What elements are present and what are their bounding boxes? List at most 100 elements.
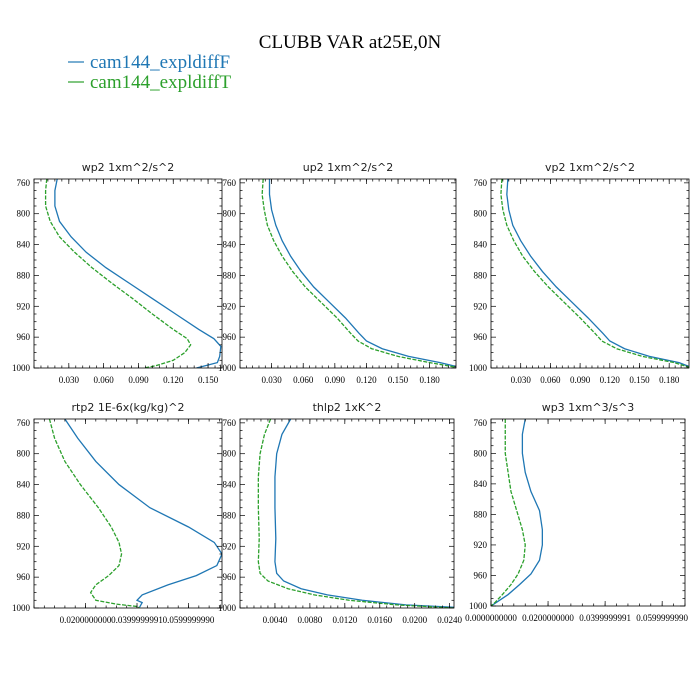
panel-1-ytick-3: 840 — [17, 240, 31, 250]
panel-1-ytick-4: 880 — [17, 270, 31, 280]
panel-2-ytick-4: 880 — [223, 270, 237, 280]
panel-6-ytick-3: 840 — [474, 479, 488, 489]
panel-title-2: up2 1xm^2/s^2 — [303, 161, 394, 174]
panel-3-ytick-4: 880 — [474, 270, 488, 280]
panel-2-xtick-2: 0.060 — [293, 375, 314, 385]
figure-title: CLUBB VAR at25E,0N — [259, 32, 442, 53]
panel-2-series-2 — [261, 179, 456, 368]
panel-6-ytick-7: 1000 — [469, 601, 488, 611]
panel-3: vp2 1xm^2/s^2 760 800 840 880 920 960 1000 0.030… — [469, 161, 690, 385]
panel-1-xtick-5: 0.150 — [198, 375, 219, 385]
panel-6-ytick-5: 920 — [474, 540, 488, 550]
panel-1-ytick-2: 800 — [17, 209, 31, 219]
panel-5-xtick-1: 0.0040 — [263, 615, 288, 625]
panel-frame-3 — [490, 178, 690, 369]
panel-1-series-2 — [44, 179, 192, 368]
panel-1-xtick-2: 0.060 — [94, 375, 115, 385]
panel-1-ytick-7: 1000 — [12, 363, 31, 373]
panel-2-series-1 — [268, 179, 456, 368]
panel-4-series-2 — [48, 419, 140, 608]
panel-5-xtick-6: 0.0240 — [437, 615, 462, 625]
panel-3-xtick-6: 0.180 — [659, 375, 680, 385]
panel-3-ytick-1: 760 — [474, 178, 488, 188]
panel-2-ytick-2: 800 — [223, 209, 237, 219]
panel-5-series-1 — [274, 419, 454, 608]
panel-3-xtick-5: 0.150 — [629, 375, 650, 385]
panel-4-ytick-1: 760 — [17, 418, 31, 428]
panel-5-ytick-7: 1000 — [218, 603, 237, 613]
panel-4-ytick-2: 800 — [17, 449, 31, 459]
panel-2-ytick-1: 760 — [223, 178, 237, 188]
panel-6-ytick-6: 960 — [474, 570, 488, 580]
panel-6-series-1 — [491, 419, 543, 606]
panel-5-ytick-1: 760 — [223, 418, 237, 428]
panel-5-xtick-3: 0.0120 — [332, 615, 357, 625]
panel-title-1: wp2 1xm^2/s^2 — [82, 161, 175, 174]
panel-6-series-2 — [491, 419, 526, 606]
panel-2-ytick-6: 960 — [223, 332, 237, 342]
panel-6-xtick-4: 0.0599999990 — [636, 613, 688, 623]
panel-5-ytick-5: 920 — [223, 541, 237, 551]
panel-3-ytick-3: 840 — [474, 240, 488, 250]
panel-frame-4 — [33, 418, 223, 609]
panel-title-4: rtp2 1E-6x(kg/kg)^2 — [72, 401, 185, 414]
panel-5-ytick-3: 840 — [223, 480, 237, 490]
panel-6-xtick-3: 0.0399999991 — [579, 613, 631, 623]
panel-5-series-2 — [257, 419, 454, 608]
panel-frame-5 — [239, 418, 455, 609]
panel-6: wp3 1xm^3/s^3 760 800 840 880 920 960 1000 0.000… — [465, 401, 688, 623]
panel-4-ytick-6: 960 — [17, 572, 31, 582]
panel-title-5: thlp2 1xK^2 — [313, 401, 382, 414]
panel-1-xtick-4: 0.120 — [163, 375, 184, 385]
panel-6-ytick-4: 880 — [474, 509, 488, 519]
panel-5: thlp2 1xK^2 760 800 840 880 920 960 1000 0.0040 0… — [218, 401, 463, 625]
panel-2-xtick-6: 0.180 — [420, 375, 441, 385]
legend-label-2: cam144_expldiffT — [90, 72, 231, 93]
panel-2-xtick-5: 0.150 — [388, 375, 409, 385]
panel-3-ytick-2: 800 — [474, 209, 488, 219]
panel-4-ytick-7: 1000 — [12, 603, 31, 613]
panel-title-3: vp2 1xm^2/s^2 — [545, 161, 635, 174]
panel-4-ytick-4: 880 — [17, 510, 31, 520]
panel-3-ytick-5: 920 — [474, 301, 488, 311]
panel-3-series-1 — [506, 179, 689, 368]
panel-2-ytick-3: 840 — [223, 240, 237, 250]
legend-label-1: cam144_expldiffF — [90, 52, 230, 73]
panel-frame-1 — [33, 178, 223, 369]
panel-3-xtick-3: 0.090 — [570, 375, 591, 385]
panel-3-ytick-6: 960 — [474, 332, 488, 342]
panel-1-ytick-5: 920 — [17, 301, 31, 311]
panel-6-xtick-1: 0.0000000000 — [465, 613, 517, 623]
panel-2-xtick-3: 0.090 — [325, 375, 346, 385]
panel-5-xtick-2: 0.0080 — [298, 615, 323, 625]
panel-1-xtick-1: 0.030 — [59, 375, 80, 385]
panel-4-xtick-2: 0.0399999991 — [111, 615, 163, 625]
panel-5-ytick-4: 880 — [223, 510, 237, 520]
panel-4-xtick-3: 0.0599999990 — [163, 615, 215, 625]
panel-5-ytick-2: 800 — [223, 449, 237, 459]
panel-3-xtick-4: 0.120 — [600, 375, 621, 385]
panel-3-xtick-1: 0.030 — [511, 375, 532, 385]
panel-4-ytick-3: 840 — [17, 480, 31, 490]
panel-4-ytick-5: 920 — [17, 541, 31, 551]
panel-6-xtick-2: 0.0200000000 — [522, 613, 574, 623]
panels: wp2 1xm^2/s^2 760 800 840 880 920 960 1000 0.030… — [12, 161, 690, 625]
panel-1-series-1 — [54, 179, 222, 368]
panel-4: rtp2 1E-6x(kg/kg)^2 760 800 840 880 920 960 100… — [12, 401, 223, 625]
panel-5-xtick-4: 0.0160 — [367, 615, 392, 625]
panel-5-ytick-6: 960 — [223, 572, 237, 582]
panel-frame-2 — [239, 178, 457, 369]
panel-frame-6 — [490, 418, 686, 607]
panel-6-ytick-2: 800 — [474, 448, 488, 458]
panel-6-ytick-1: 760 — [474, 418, 488, 428]
panel-2-xtick-1: 0.030 — [261, 375, 282, 385]
panel-5-xtick-5: 0.0200 — [402, 615, 427, 625]
panel-2: up2 1xm^2/s^2 760 800 840 880 920 960 1000 0.030… — [218, 161, 457, 385]
panel-4-series-1 — [64, 419, 222, 608]
panel-2-ytick-5: 920 — [223, 301, 237, 311]
panel-3-ytick-7: 1000 — [469, 363, 488, 373]
panel-4-xtick-1: 0.0200000000 — [60, 615, 112, 625]
panel-2-ytick-7: 1000 — [218, 363, 237, 373]
panel-1-ytick-1: 760 — [17, 178, 31, 188]
